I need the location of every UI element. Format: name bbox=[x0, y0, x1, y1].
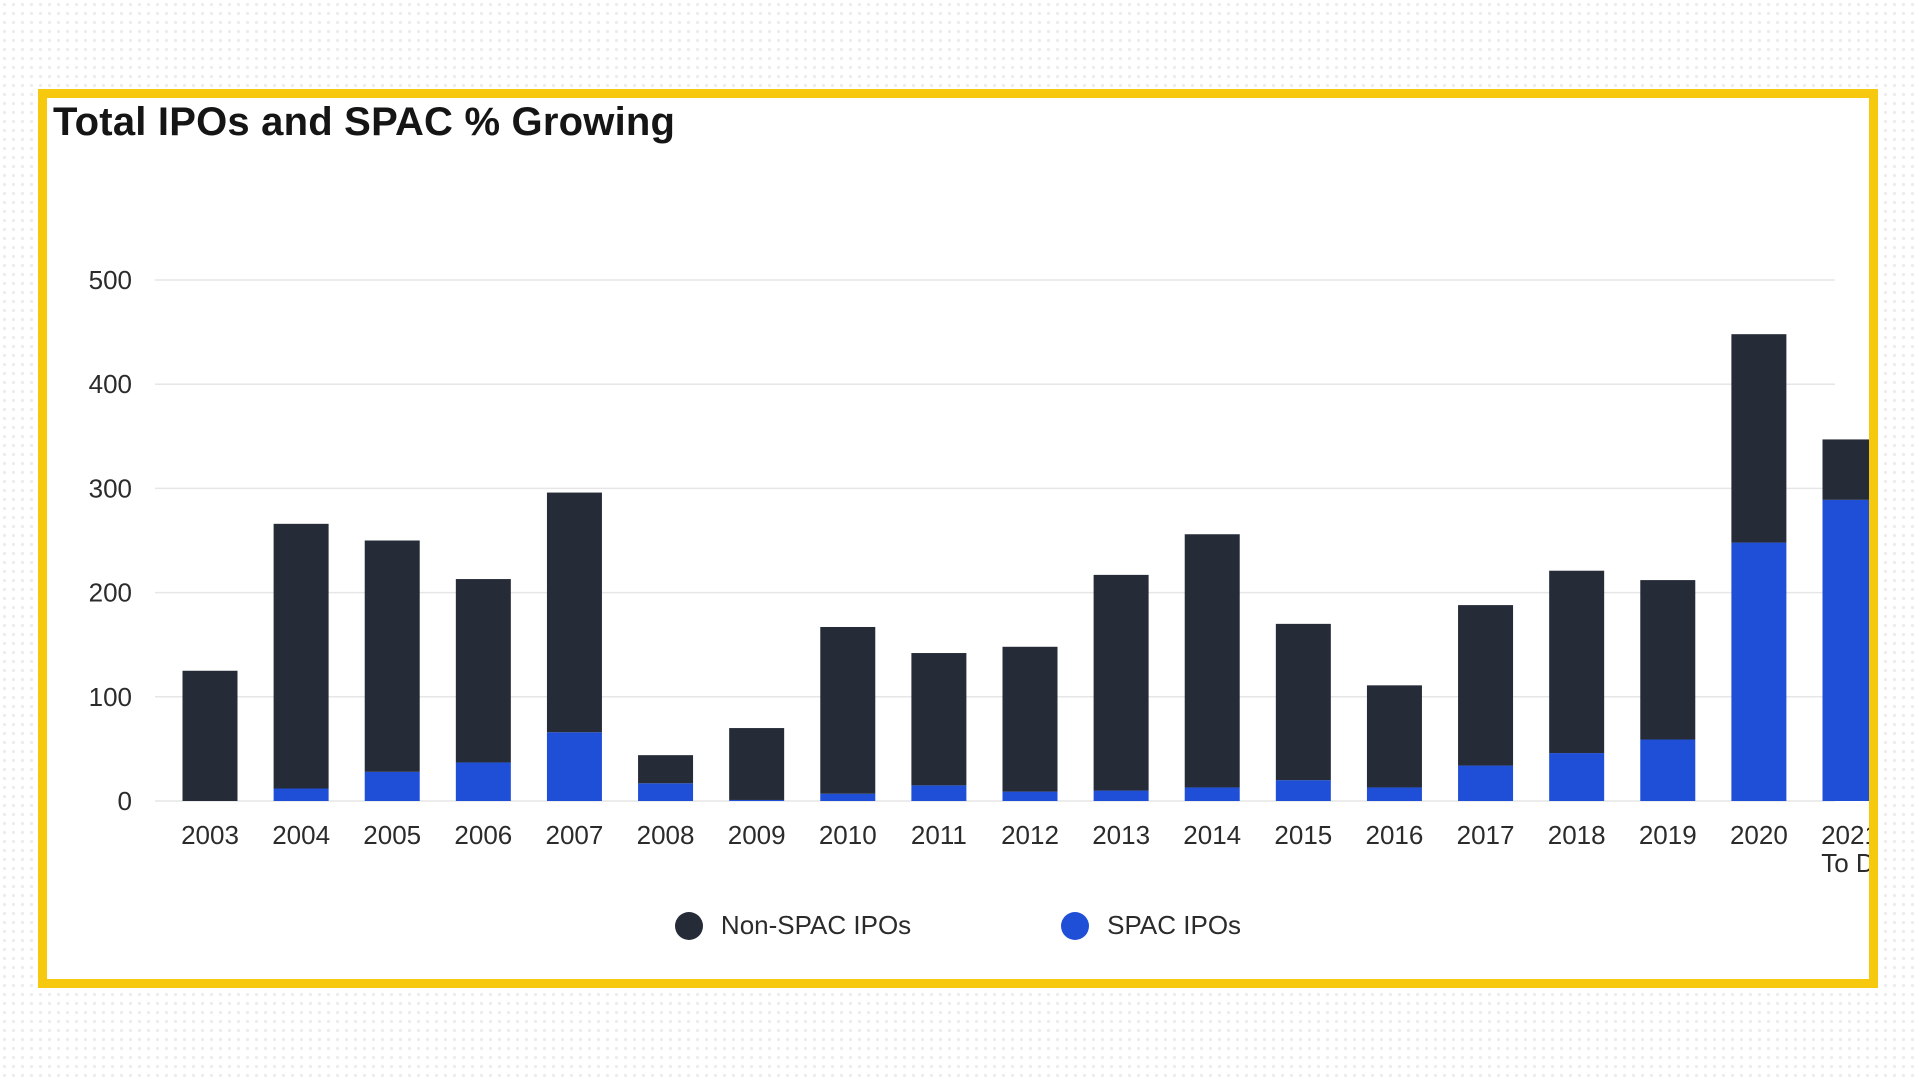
x-tick-label-2013: 2013 bbox=[1092, 820, 1150, 850]
legend-item-spac[interactable]: SPAC IPOs bbox=[1061, 910, 1241, 941]
bar-non-spac-2015[interactable] bbox=[1276, 624, 1331, 780]
x-axis-ticks: 2003 2004 2005 2006 2007 2008 2009 2010 2011 2012… bbox=[181, 820, 1869, 878]
bar-non-spac-2012[interactable] bbox=[1003, 647, 1058, 792]
bar-non-spac-2007[interactable] bbox=[547, 493, 602, 733]
legend-item-non-spac[interactable]: Non-SPAC IPOs bbox=[675, 910, 911, 941]
legend-dot-spac-icon bbox=[1061, 912, 1089, 940]
bar-spac-2014[interactable] bbox=[1185, 787, 1240, 801]
x-tick-label-2010: 2010 bbox=[819, 820, 877, 850]
x-tick-label-2017: 2017 bbox=[1457, 820, 1515, 850]
x-tick-label-2014: 2014 bbox=[1183, 820, 1241, 850]
bar-non-spac-2014[interactable] bbox=[1185, 534, 1240, 787]
bar-spac-2016[interactable] bbox=[1367, 787, 1422, 801]
bar-spac-2008[interactable] bbox=[638, 783, 693, 801]
x-tick-label-2015: 2015 bbox=[1274, 820, 1332, 850]
bar-non-spac-2019[interactable] bbox=[1640, 580, 1695, 739]
bar-spac-2007[interactable] bbox=[547, 732, 602, 801]
x-tick-label-2006: 2006 bbox=[454, 820, 512, 850]
bar-spac-2011[interactable] bbox=[911, 785, 966, 801]
bar-spac-2018[interactable] bbox=[1549, 753, 1604, 801]
bar-non-spac-2009[interactable] bbox=[729, 728, 784, 800]
legend-label-non-spac: Non-SPAC IPOs bbox=[721, 910, 911, 941]
bar-non-spac-2018[interactable] bbox=[1549, 571, 1604, 753]
x-tick-label-2019: 2019 bbox=[1639, 820, 1697, 850]
x-tick-label-2020: 2020 bbox=[1730, 820, 1788, 850]
x-tick-label-2011: 2011 bbox=[911, 820, 967, 850]
x-tick-label-2004: 2004 bbox=[272, 820, 330, 850]
bars bbox=[183, 334, 1870, 801]
x-tick-label-2012: 2012 bbox=[1001, 820, 1059, 850]
bar-non-spac-2011[interactable] bbox=[911, 653, 966, 785]
bar-non-spac-2008[interactable] bbox=[638, 755, 693, 783]
y-tick-label-200: 200 bbox=[89, 578, 132, 608]
bar-non-spac-2016[interactable] bbox=[1367, 685, 1422, 787]
y-tick-label-0: 0 bbox=[118, 786, 132, 816]
x-tick-label-2009: 2009 bbox=[728, 820, 786, 850]
y-tick-label-100: 100 bbox=[89, 682, 132, 712]
bar-non-spac-2017[interactable] bbox=[1458, 605, 1513, 765]
bar-spac-2021[interactable] bbox=[1823, 500, 1870, 801]
bar-non-spac-2013[interactable] bbox=[1094, 575, 1149, 791]
x-tick-label-2007: 2007 bbox=[546, 820, 604, 850]
x-tick-label-2008: 2008 bbox=[637, 820, 695, 850]
bar-spac-2010[interactable] bbox=[820, 794, 875, 801]
bar-spac-2013[interactable] bbox=[1094, 791, 1149, 801]
bar-spac-2015[interactable] bbox=[1276, 780, 1331, 801]
bar-non-spac-2006[interactable] bbox=[456, 579, 511, 762]
legend-dot-non-spac-icon bbox=[675, 912, 703, 940]
y-tick-label-300: 300 bbox=[89, 473, 132, 503]
bar-spac-2019[interactable] bbox=[1640, 740, 1695, 801]
x-tick-label-2018: 2018 bbox=[1548, 820, 1606, 850]
bar-spac-2017[interactable] bbox=[1458, 766, 1513, 801]
bar-spac-2004[interactable] bbox=[274, 788, 329, 801]
bar-spac-2005[interactable] bbox=[365, 772, 420, 801]
bar-non-spac-2020[interactable] bbox=[1731, 334, 1786, 542]
bar-non-spac-2005[interactable] bbox=[365, 541, 420, 772]
bar-spac-2012[interactable] bbox=[1003, 792, 1058, 801]
y-tick-label-400: 400 bbox=[89, 369, 132, 399]
bar-non-spac-2010[interactable] bbox=[820, 627, 875, 794]
legend-label-spac: SPAC IPOs bbox=[1107, 910, 1241, 941]
x-tick-label-2021-line2: To Date bbox=[1821, 848, 1869, 878]
y-tick-label-500: 500 bbox=[89, 265, 132, 295]
bar-non-spac-2003[interactable] bbox=[183, 671, 238, 801]
bar-spac-2006[interactable] bbox=[456, 762, 511, 801]
x-tick-label-2016: 2016 bbox=[1366, 820, 1424, 850]
x-tick-label-2005: 2005 bbox=[363, 820, 421, 850]
legend: Non-SPAC IPOs SPAC IPOs bbox=[47, 910, 1869, 941]
x-tick-label-2021: 2021 bbox=[1821, 820, 1869, 850]
bar-non-spac-2004[interactable] bbox=[274, 524, 329, 789]
x-tick-label-2003: 2003 bbox=[181, 820, 239, 850]
chart-frame: Total IPOs and SPAC % Growing 0 100 200 300… bbox=[38, 89, 1878, 988]
y-axis-ticks: 0 100 200 300 400 500 bbox=[89, 265, 132, 816]
bar-spac-2009[interactable] bbox=[729, 800, 784, 801]
bar-non-spac-2021[interactable] bbox=[1823, 439, 1870, 499]
bar-spac-2020[interactable] bbox=[1731, 543, 1786, 801]
